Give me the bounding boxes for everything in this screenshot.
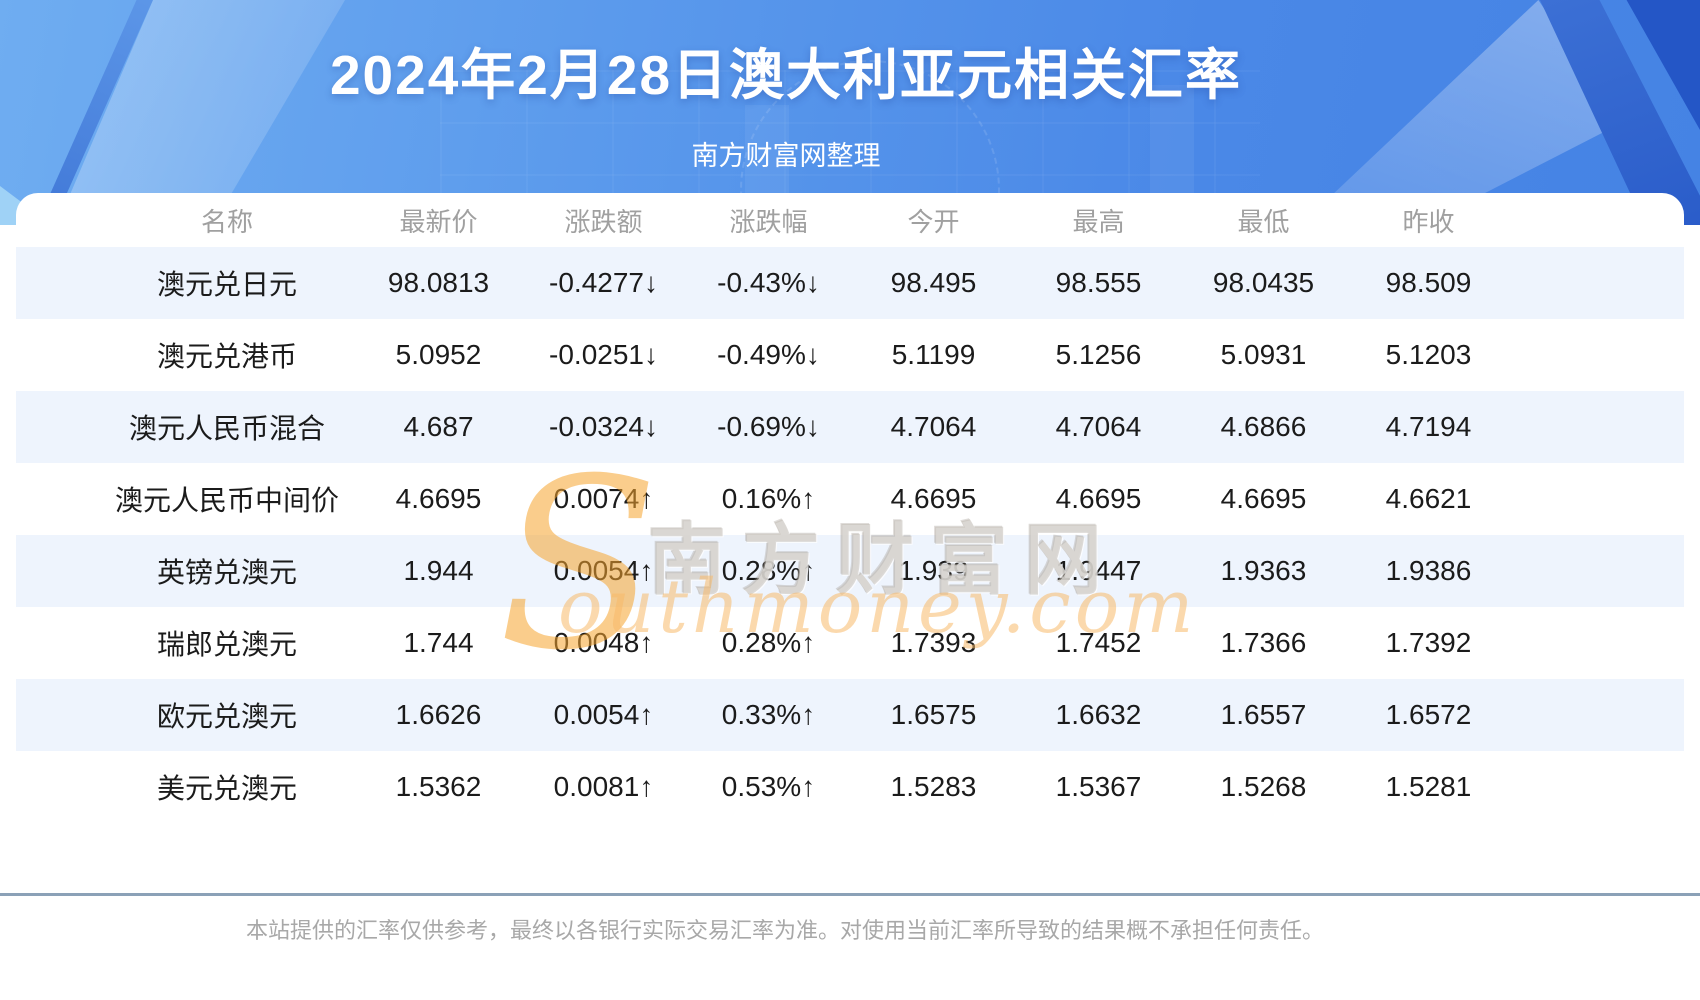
cell-low: 1.5268 — [1220, 771, 1307, 802]
cell-high: 1.9447 — [1016, 535, 1181, 607]
cell-open: 1.939 — [851, 535, 1016, 607]
cell-change: 0.0081↑ — [553, 771, 654, 802]
disclaimer-text: 本站提供的汇率仅供参考，最终以各银行实际交易汇率为准。对使用当前汇率所导致的结果… — [245, 918, 1324, 943]
cell-low: 5.0931 — [1220, 339, 1307, 370]
cell-open: 4.6695 — [890, 483, 977, 514]
cell-last: 98.0813 — [356, 247, 521, 319]
cell-spacer — [1511, 247, 1684, 319]
cell-prev: 1.9386 — [1346, 535, 1511, 607]
rates-table-panel: 名称 最新价 涨跌额 涨跌幅 今开 最高 最低 昨收 澳元兑日元 98.0813 -0.4277↓… — [16, 193, 1684, 893]
cell-low: 1.6557 — [1181, 679, 1346, 751]
table-row: 澳元人民币混合 4.687 -0.0324↓ -0.69%↓ 4.7064 4.7064 4… — [16, 391, 1684, 463]
cell-change_pct: -0.49%↓ — [717, 339, 820, 370]
column-header: 涨跌额 — [564, 206, 643, 237]
table-row: 澳元人民币中间价 4.6695 0.0074↑ 0.16%↑ 4.6695 4.6695 4… — [16, 463, 1684, 535]
header-text-block: 2024年2月28日澳大利亚元相关汇率 南方财富网整理 — [0, 0, 1572, 173]
cell-name: 欧元兑澳元 — [16, 679, 356, 751]
cell-change: 0.0074↑ — [553, 483, 654, 514]
cell-low: 4.6695 — [1220, 483, 1307, 514]
cell-change: -0.0324↓ — [521, 391, 686, 463]
cell-open: 98.495 — [851, 247, 1016, 319]
cell-name: 美元兑澳元 — [156, 773, 297, 804]
column-header: 最低 — [1237, 206, 1290, 237]
cell-spacer — [1511, 679, 1684, 751]
cell-prev: 1.6572 — [1346, 679, 1511, 751]
cell-low: 98.0435 — [1181, 247, 1346, 319]
table-row: 澳元兑日元 98.0813 -0.4277↓ -0.43%↓ 98.495 98.555 9… — [16, 247, 1684, 319]
cell-change: 0.0054↑ — [521, 679, 686, 751]
cell-open: 4.7064 — [851, 391, 1016, 463]
cell-change_pct: 0.16%↑ — [721, 483, 816, 514]
cell-high: 4.7064 — [1016, 391, 1181, 463]
cell-high: 1.5367 — [1055, 771, 1142, 802]
cell-change: 0.0048↑ — [553, 627, 654, 658]
cell-name: 英镑兑澳元 — [16, 535, 356, 607]
cell-high: 1.6632 — [1016, 679, 1181, 751]
cell-change_pct: 0.28%↑ — [721, 627, 816, 658]
cell-change_pct: 0.53%↑ — [721, 771, 816, 802]
page-title: 2024年2月28日澳大利亚元相关汇率 — [329, 44, 1243, 106]
cell-last: 1.6626 — [356, 679, 521, 751]
table-row: 瑞郎兑澳元 1.744 0.0048↑ 0.28%↑ 1.7393 1.7452 1.736… — [16, 607, 1684, 679]
cell-high: 98.555 — [1016, 247, 1181, 319]
cell-high: 5.1256 — [1055, 339, 1142, 370]
cell-prev: 4.6621 — [1385, 483, 1472, 514]
cell-change: 0.0054↑ — [521, 535, 686, 607]
cell-open: 1.6575 — [851, 679, 1016, 751]
cell-spacer — [1511, 535, 1684, 607]
cell-name: 澳元兑日元 — [16, 247, 356, 319]
cell-name: 澳元兑港币 — [156, 341, 297, 372]
cell-change: -0.4277↓ — [521, 247, 686, 319]
cell-last: 4.687 — [356, 391, 521, 463]
cell-spacer — [1511, 391, 1684, 463]
cell-spacer — [1511, 319, 1684, 391]
table-row: 欧元兑澳元 1.6626 0.0054↑ 0.33%↑ 1.6575 1.6632 1.65… — [16, 679, 1684, 751]
cell-last: 1.744 — [403, 627, 474, 658]
table-row: 英镑兑澳元 1.944 0.0054↑ 0.28%↑ 1.939 1.9447 1.9363… — [16, 535, 1684, 607]
cell-name: 瑞郎兑澳元 — [156, 629, 297, 660]
cell-spacer — [1511, 463, 1684, 535]
cell-name: 澳元人民币中间价 — [114, 485, 339, 516]
cell-low: 1.7366 — [1220, 627, 1307, 658]
table-row: 澳元兑港币 5.0952 -0.0251↓ -0.49%↓ 5.1199 5.1256 5.… — [16, 319, 1684, 391]
column-header: 名称 — [200, 206, 253, 237]
cell-prev: 5.1203 — [1385, 339, 1472, 370]
cell-low: 1.9363 — [1181, 535, 1346, 607]
column-header-spacer — [1511, 193, 1684, 247]
cell-high: 1.7452 — [1055, 627, 1142, 658]
header-banner: 2024年2月28日澳大利亚元相关汇率 南方财富网整理 — [0, 0, 1700, 225]
cell-last: 5.0952 — [395, 339, 482, 370]
column-header: 今开 — [907, 206, 960, 237]
footer-divider — [0, 893, 1700, 896]
cell-change_pct: -0.43%↓ — [686, 247, 851, 319]
cell-spacer — [1511, 607, 1684, 679]
cell-open: 1.5283 — [890, 771, 977, 802]
cell-high: 4.6695 — [1055, 483, 1142, 514]
cell-change: -0.0251↓ — [549, 339, 658, 370]
cell-low: 4.6866 — [1181, 391, 1346, 463]
cell-prev: 1.5281 — [1385, 771, 1472, 802]
rates-table: 名称 最新价 涨跌额 涨跌幅 今开 最高 最低 昨收 澳元兑日元 98.0813 -0.4277↓… — [16, 193, 1684, 823]
cell-last: 4.6695 — [395, 483, 482, 514]
page-subtitle: 南方财富网整理 — [691, 141, 881, 171]
rates-table-header-row: 名称 最新价 涨跌额 涨跌幅 今开 最高 最低 昨收 — [16, 193, 1684, 247]
cell-name: 澳元人民币混合 — [16, 391, 356, 463]
cell-prev: 1.7392 — [1385, 627, 1472, 658]
cell-change_pct: -0.69%↓ — [686, 391, 851, 463]
cell-prev: 4.7194 — [1346, 391, 1511, 463]
cell-open: 1.7393 — [890, 627, 977, 658]
cell-prev: 98.509 — [1346, 247, 1511, 319]
cell-change_pct: 0.33%↑ — [686, 679, 851, 751]
cell-last: 1.944 — [356, 535, 521, 607]
column-header: 涨跌幅 — [729, 206, 808, 237]
cell-spacer — [1511, 751, 1684, 823]
table-row: 美元兑澳元 1.5362 0.0081↑ 0.53%↑ 1.5283 1.5367 1.52… — [16, 751, 1684, 823]
cell-last: 1.5362 — [395, 771, 482, 802]
rates-table-body: 澳元兑日元 98.0813 -0.4277↓ -0.43%↓ 98.495 98.555 9… — [16, 247, 1684, 823]
column-header: 昨收 — [1402, 206, 1455, 237]
cell-open: 5.1199 — [891, 339, 976, 370]
column-header: 最高 — [1072, 206, 1125, 237]
column-header: 最新价 — [399, 206, 478, 237]
cell-change_pct: 0.28%↑ — [686, 535, 851, 607]
